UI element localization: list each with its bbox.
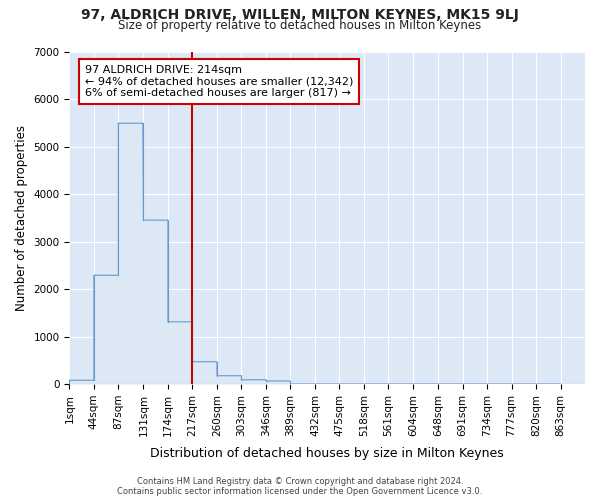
Text: 97 ALDRICH DRIVE: 214sqm
← 94% of detached houses are smaller (12,342)
6% of sem: 97 ALDRICH DRIVE: 214sqm ← 94% of detach… — [85, 65, 353, 98]
Text: 97, ALDRICH DRIVE, WILLEN, MILTON KEYNES, MK15 9LJ: 97, ALDRICH DRIVE, WILLEN, MILTON KEYNES… — [81, 8, 519, 22]
Text: Size of property relative to detached houses in Milton Keynes: Size of property relative to detached ho… — [118, 18, 482, 32]
Text: Contains HM Land Registry data © Crown copyright and database right 2024.
Contai: Contains HM Land Registry data © Crown c… — [118, 476, 482, 496]
X-axis label: Distribution of detached houses by size in Milton Keynes: Distribution of detached houses by size … — [151, 447, 504, 460]
Y-axis label: Number of detached properties: Number of detached properties — [15, 125, 28, 311]
